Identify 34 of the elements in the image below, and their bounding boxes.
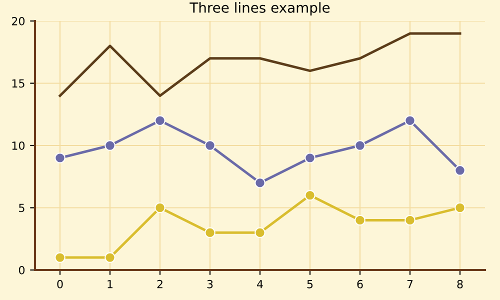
line-series xyxy=(58,32,462,97)
x-tick-label: 7 xyxy=(407,280,413,288)
point xyxy=(154,202,166,214)
point xyxy=(304,190,316,201)
x-tick-label: 6 xyxy=(357,280,363,288)
x-tick-label: 1 xyxy=(108,280,113,288)
y-tick-label: 10 xyxy=(12,141,25,150)
x-tick-label: 4 xyxy=(257,280,263,288)
point xyxy=(354,140,366,151)
point xyxy=(54,152,66,164)
x-tick-label: 5 xyxy=(307,280,313,288)
point xyxy=(254,227,266,238)
point xyxy=(404,214,416,226)
point xyxy=(204,227,216,238)
y-tick-label: 0 xyxy=(18,266,25,274)
point xyxy=(104,140,116,151)
x-tick-label: 2 xyxy=(157,280,162,288)
y-tick-label: 5 xyxy=(19,204,24,212)
y-tick-label: 15 xyxy=(12,79,24,88)
point xyxy=(404,115,416,126)
point xyxy=(454,202,466,214)
point xyxy=(104,252,116,263)
point xyxy=(204,140,216,151)
point xyxy=(154,115,166,126)
point xyxy=(454,165,466,176)
x-tick-label: 3 xyxy=(207,280,213,288)
x-tick-label: 0 xyxy=(57,280,63,288)
point xyxy=(54,252,66,263)
x-tick-label: 8 xyxy=(457,280,463,288)
chart-title: Three lines example xyxy=(190,2,330,16)
point xyxy=(354,214,366,226)
y-tick-label: 20 xyxy=(12,16,25,26)
point xyxy=(304,152,316,164)
point xyxy=(254,177,266,188)
